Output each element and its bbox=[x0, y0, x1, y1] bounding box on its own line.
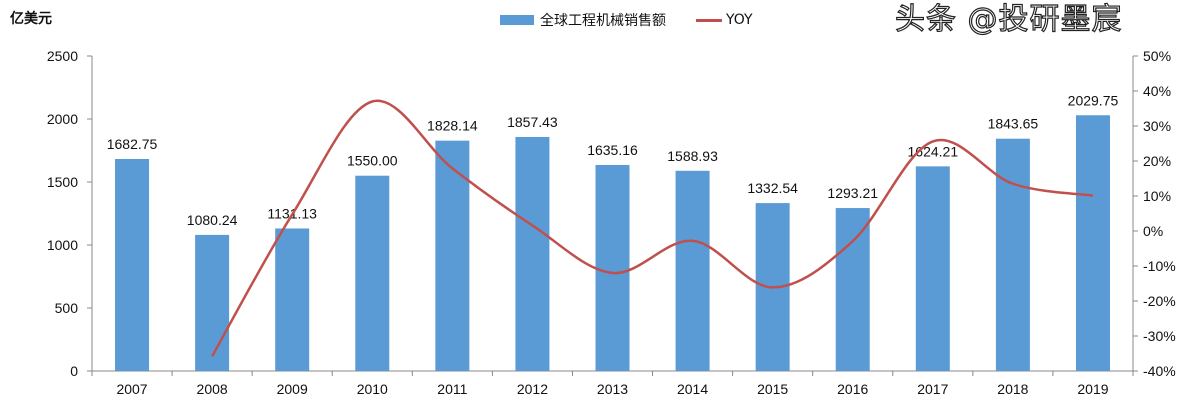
right-tick-label: -20% bbox=[1143, 293, 1176, 309]
right-tick-label: 50% bbox=[1143, 48, 1171, 64]
x-tick-label: 2018 bbox=[997, 381, 1028, 397]
legend-bar-swatch bbox=[500, 15, 534, 25]
bar bbox=[435, 140, 470, 371]
left-tick-label: 500 bbox=[55, 300, 79, 316]
bar-data-label: 1588.93 bbox=[667, 148, 718, 164]
left-tick-label: 1000 bbox=[47, 237, 78, 253]
bar bbox=[355, 175, 390, 371]
bar-data-label: 1857.43 bbox=[507, 114, 558, 130]
y-axis-unit-label: 亿美元 bbox=[10, 11, 52, 27]
x-tick-label: 2015 bbox=[757, 381, 788, 397]
left-tick-label: 2000 bbox=[47, 111, 78, 127]
x-tick-label: 2013 bbox=[597, 381, 628, 397]
legend-bar-label: 全球工程机械销售额 bbox=[540, 13, 666, 29]
left-tick-label: 0 bbox=[70, 363, 78, 379]
bar-data-label: 1624.21 bbox=[908, 143, 959, 159]
bar-data-label: 1843.65 bbox=[988, 116, 1039, 132]
legend-line-swatch bbox=[696, 18, 722, 22]
x-tick-label: 2019 bbox=[1077, 381, 1108, 397]
x-tick-label: 2016 bbox=[837, 381, 868, 397]
right-tick-label: -30% bbox=[1143, 328, 1176, 344]
left-tick-label: 2500 bbox=[47, 48, 78, 64]
x-tick-label: 2010 bbox=[357, 381, 388, 397]
right-tick-label: -40% bbox=[1143, 363, 1176, 379]
bar-data-label: 1828.14 bbox=[427, 118, 478, 134]
bar-data-label: 1682.75 bbox=[107, 136, 158, 152]
x-tick-label: 2011 bbox=[437, 381, 467, 397]
bar bbox=[995, 138, 1030, 371]
right-tick-label: -10% bbox=[1143, 258, 1176, 274]
bar bbox=[1075, 115, 1110, 372]
bar-data-label: 1332.54 bbox=[747, 180, 798, 196]
bar bbox=[515, 136, 550, 371]
right-tick-label: 30% bbox=[1143, 118, 1171, 134]
right-tick-label: 0% bbox=[1143, 223, 1163, 239]
yoy-line bbox=[211, 99, 1094, 357]
x-tick-label: 2009 bbox=[277, 381, 308, 397]
bar bbox=[195, 234, 230, 371]
bar bbox=[675, 170, 710, 371]
right-tick-label: 20% bbox=[1143, 153, 1171, 169]
legend: 全球工程机械销售额 YOY bbox=[500, 10, 753, 30]
x-tick-label: 2007 bbox=[116, 381, 147, 397]
bar-data-label: 1293.21 bbox=[827, 185, 878, 201]
bar bbox=[275, 228, 310, 371]
bar bbox=[115, 158, 150, 371]
right-tick-label: 40% bbox=[1143, 83, 1171, 99]
bar bbox=[915, 166, 950, 371]
left-tick-label: 1500 bbox=[47, 174, 78, 190]
x-tick-label: 2017 bbox=[917, 381, 948, 397]
bar-data-label: 1080.24 bbox=[187, 212, 238, 228]
watermark: 头条 @投研墨宸 bbox=[894, 1, 1123, 37]
x-tick-label: 2012 bbox=[517, 381, 548, 397]
bar bbox=[835, 208, 870, 371]
bar bbox=[595, 164, 630, 371]
right-tick-label: 10% bbox=[1143, 188, 1171, 204]
x-tick-label: 2014 bbox=[677, 381, 708, 397]
bar-data-label: 1550.00 bbox=[347, 153, 398, 169]
bar-data-label: 2029.75 bbox=[1068, 92, 1119, 108]
bar-data-label: 1635.16 bbox=[587, 142, 638, 158]
legend-line-label: YOY bbox=[726, 12, 753, 28]
x-tick-label: 2008 bbox=[197, 381, 228, 397]
